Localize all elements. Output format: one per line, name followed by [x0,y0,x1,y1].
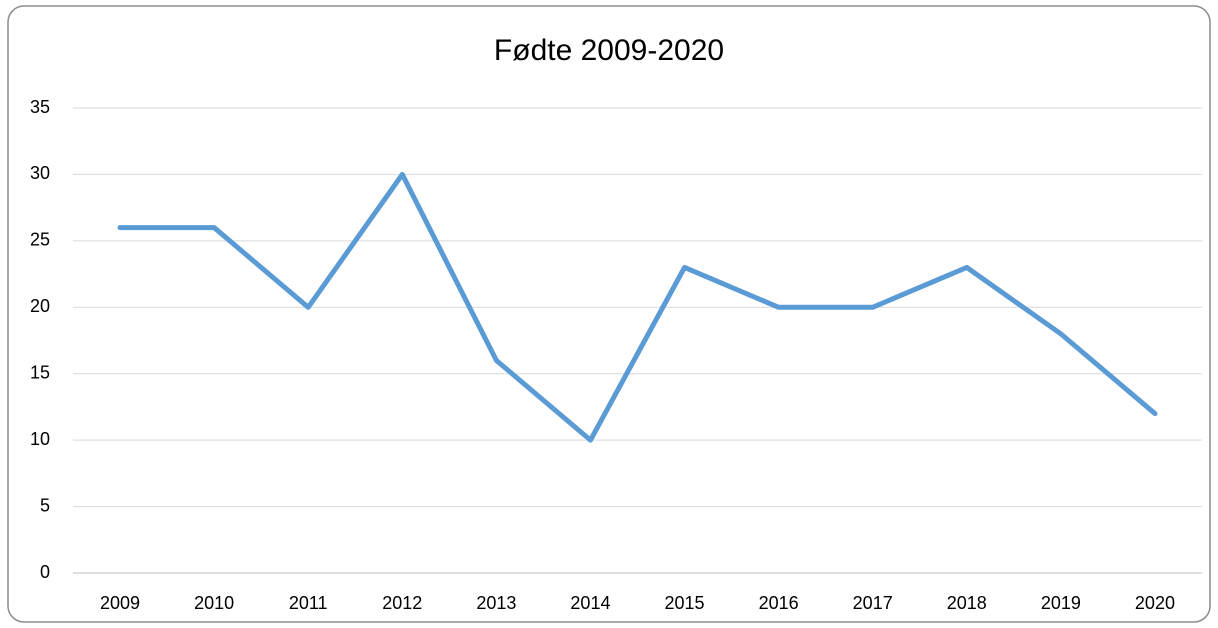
y-tick-label: 15 [30,362,50,382]
y-tick-label: 10 [30,429,50,449]
x-tick-label: 2009 [100,593,140,613]
y-tick-label: 25 [30,230,50,250]
y-tick-label: 5 [40,495,50,515]
x-tick-label: 2017 [853,593,893,613]
x-tick-label: 2014 [570,593,610,613]
chart-border [7,5,1211,623]
x-tick-label: 2015 [665,593,705,613]
y-tick-label: 30 [30,163,50,183]
x-tick-label: 2019 [1041,593,1081,613]
chart-title: Fødte 2009-2020 [494,34,724,67]
y-tick-label: 20 [30,296,50,316]
y-tick-label: 35 [30,97,50,117]
x-tick-label: 2018 [947,593,987,613]
y-tick-label: 0 [40,562,50,582]
x-tick-label: 2016 [759,593,799,613]
x-tick-label: 2011 [289,593,328,613]
x-tick-label: 2012 [382,593,422,613]
x-tick-label: 2013 [476,593,516,613]
line [117,171,1158,443]
x-tick-label: 2010 [194,593,234,613]
x-tick-label: 2020 [1135,593,1175,613]
